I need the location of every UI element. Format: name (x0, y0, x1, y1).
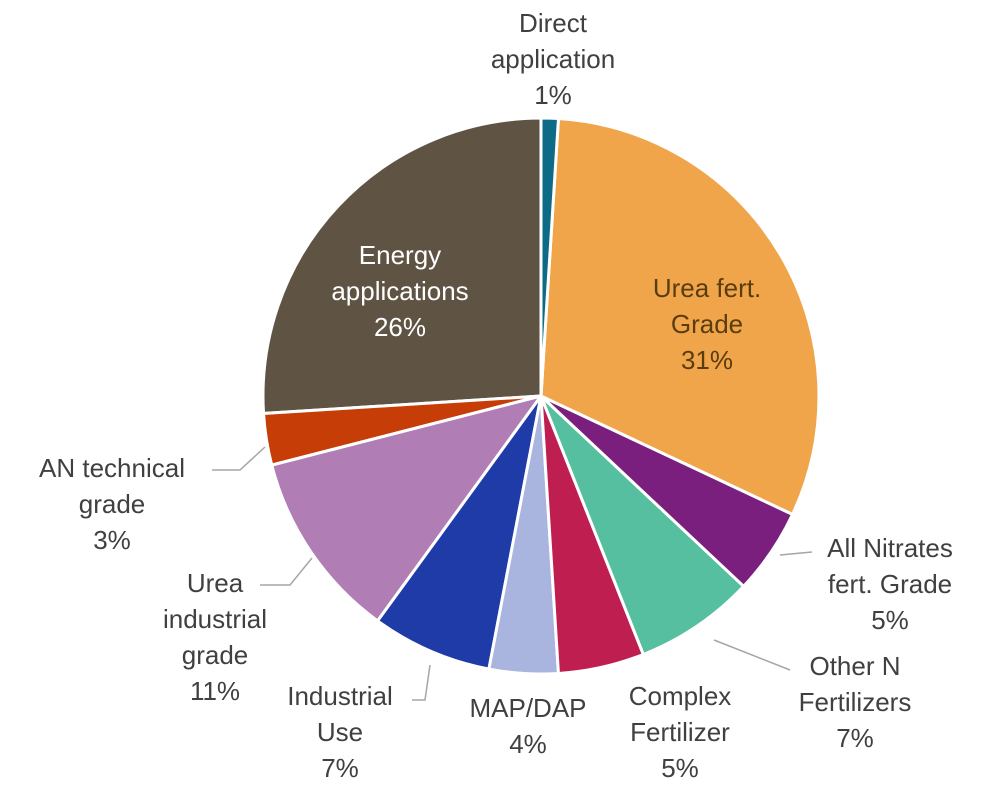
pie-slice (539, 116, 561, 397)
pie-slice (375, 395, 543, 671)
value-label: 7% (321, 753, 359, 783)
slice-label: Other N Fertilizers 7% (780, 648, 930, 756)
value-label: 26% (373, 312, 427, 342)
leader-line (713, 639, 791, 671)
slice-label: All Nitrates fert. Grade 5% (805, 530, 975, 638)
slice-label: Industrial Use 7% (270, 678, 410, 786)
slice-label: Complex Fertilizer 5% (605, 678, 755, 786)
slice-label: Urea fert. Grade 31% (632, 270, 782, 378)
leader-lines (212, 446, 813, 701)
category-label: MAP/DAP (469, 693, 587, 723)
leader-line (779, 551, 813, 556)
value-label: 5% (871, 605, 909, 635)
value-label: 7% (836, 723, 874, 753)
category-label: Industrial Use (287, 681, 393, 747)
value-label: 4% (509, 729, 547, 759)
category-label: All Nitrates fert. Grade (827, 533, 953, 599)
pie-slice (539, 116, 821, 517)
pie-slice (261, 116, 543, 416)
slice-label: Urea industrial grade 11% (145, 565, 285, 709)
leader-line (260, 557, 313, 586)
category-label: Other N Fertilizers (798, 651, 912, 717)
slice-label: AN technical grade 3% (12, 450, 212, 558)
leader-line (412, 664, 431, 701)
category-label: Complex Fertilizer (628, 681, 732, 747)
category-label: AN technical grade (39, 453, 185, 519)
category-label: Urea fert. Grade (652, 273, 762, 339)
category-label: Energy applications (331, 240, 469, 306)
slice-label: Direct application 1% (468, 5, 638, 113)
category-label: Urea industrial grade (162, 568, 268, 670)
slice-label: MAP/DAP 4% (453, 690, 603, 762)
value-label: 11% (189, 676, 241, 706)
value-label: 31% (680, 345, 734, 375)
category-label: Direct application (490, 8, 616, 74)
pie-slice (269, 393, 545, 624)
leader-line (212, 446, 266, 471)
slice-label: Energy applications 26% (310, 237, 490, 345)
value-label: 1% (534, 80, 572, 110)
value-label: 3% (93, 525, 131, 555)
value-label: 5% (661, 753, 699, 783)
pie-slice (539, 394, 746, 657)
